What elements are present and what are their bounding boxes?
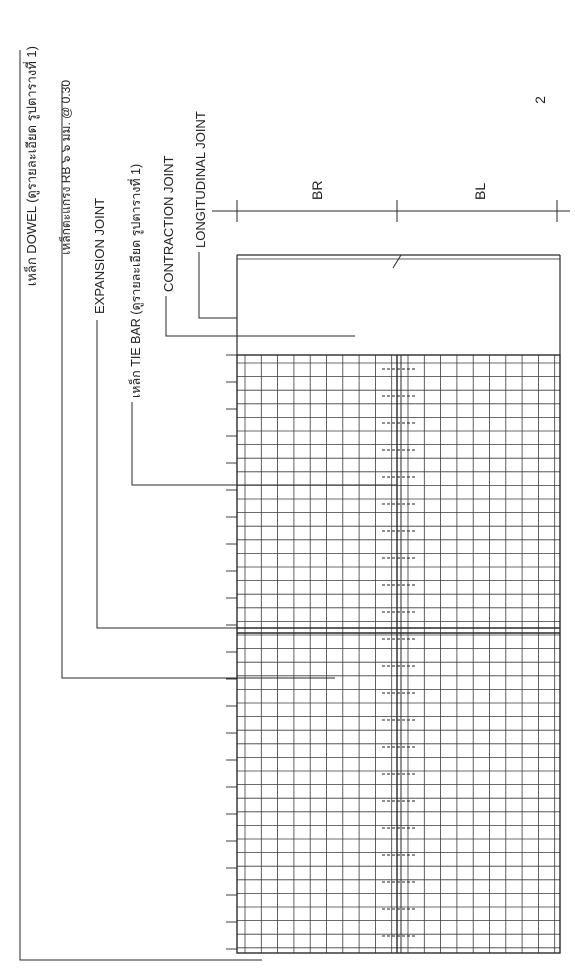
tie-bar-label: เหล็ก TIE BAR (ดูรายละเอียด รูปตารางที่ … (127, 164, 144, 398)
contraction-joint-label: CONTRACTION JOINT (161, 155, 176, 292)
dowel-leader (19, 50, 262, 961)
expansion-joint-leader (96, 320, 237, 629)
page-number: 2 (532, 96, 548, 104)
slab-outline (236, 354, 561, 954)
br-label: BR (309, 181, 325, 200)
dowel-label: เหล็ก DOWEL (ดูรายละเอียด รูปตารางที่ 1) (22, 46, 40, 286)
reinforcement-mesh-grid (237, 355, 560, 953)
tie-bar-leader (131, 402, 397, 486)
left-edge-ticks (226, 354, 237, 950)
longitudinal-joint-label: LONGITUDINAL JOINT (193, 111, 208, 248)
mesh-label: เหล็กตะแกรง RB ๖ ๖ มม. @ 0.30 (58, 80, 73, 255)
joint-diagonal-mark (392, 254, 402, 269)
contraction-joint-leader (165, 296, 355, 337)
bl-label: BL (472, 183, 488, 200)
expansion-joint-label: EXPANSION JOINT (92, 198, 107, 314)
mesh-leader (61, 84, 335, 679)
longitudinal-joint-leader (198, 252, 237, 319)
